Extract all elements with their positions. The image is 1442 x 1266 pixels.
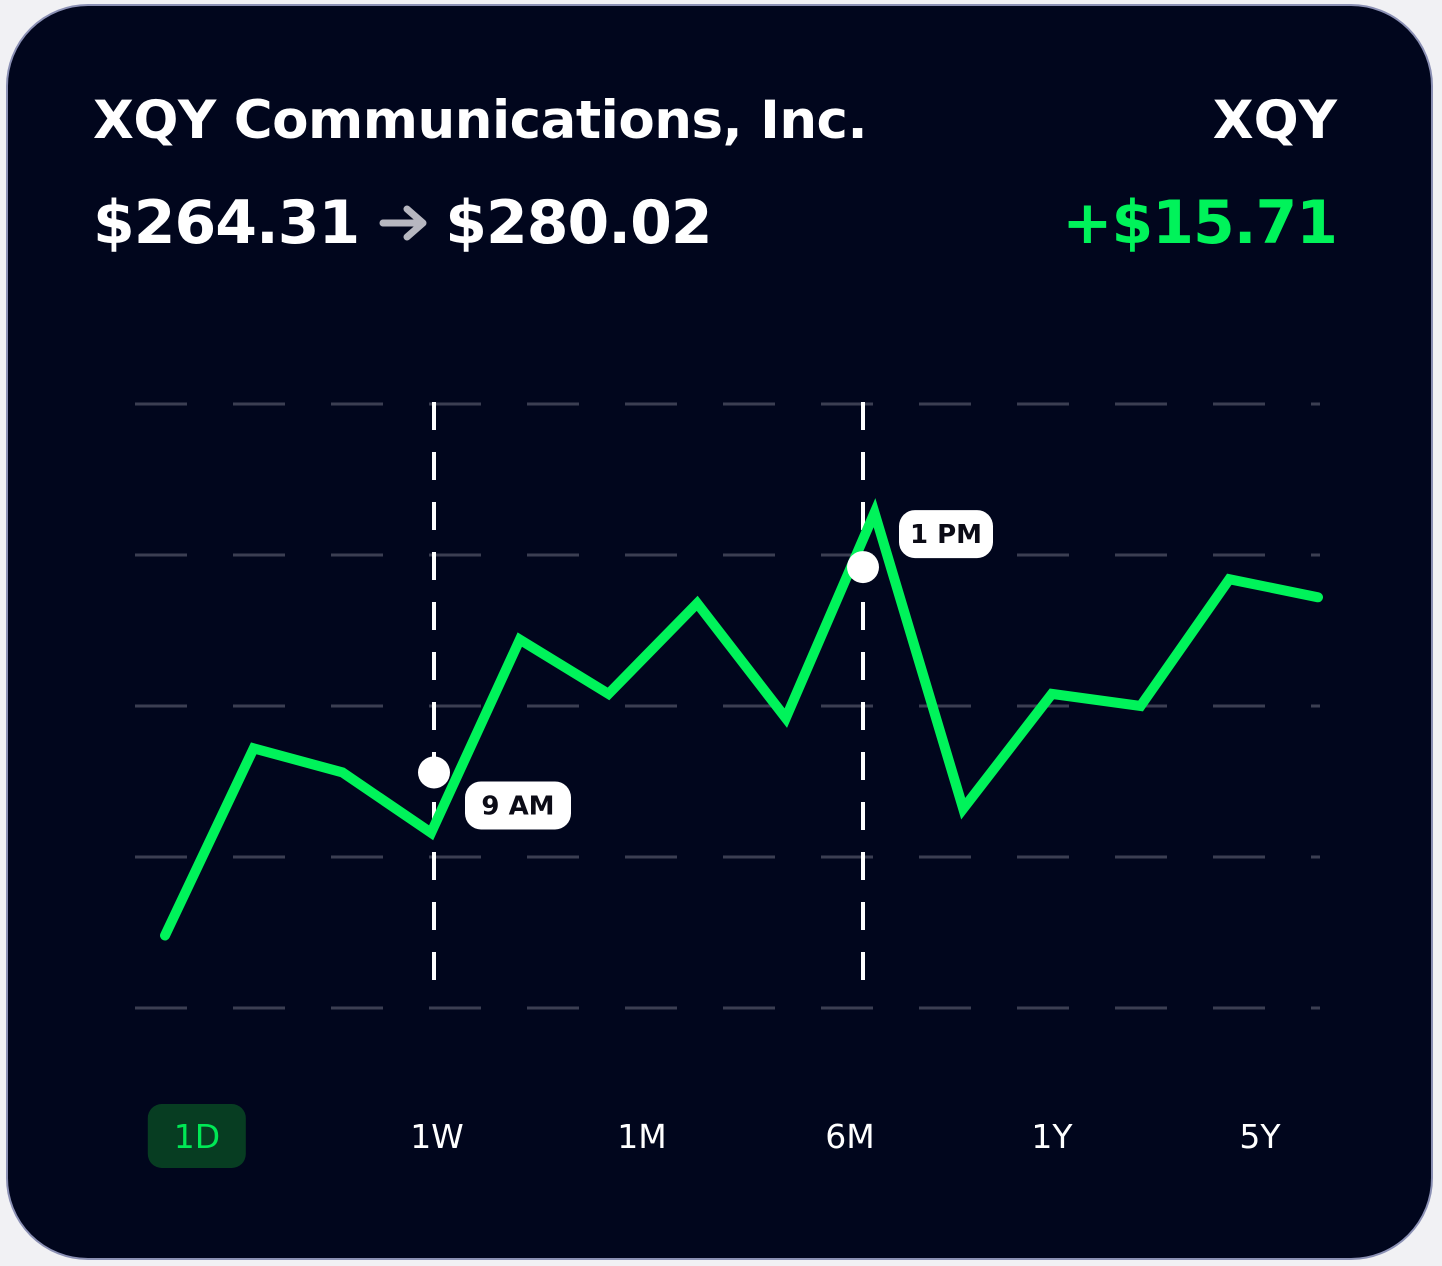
marker-1pm[interactable]: 1 PM (847, 510, 993, 584)
price-from: $264.31 (93, 188, 360, 258)
chart-series-line (160, 498, 1323, 941)
arrow-right-icon (379, 188, 431, 258)
chart-gridlines (135, 402, 1320, 1010)
range-tab-1d[interactable]: 1D (147, 1104, 247, 1168)
price-to: $280.02 (445, 188, 712, 258)
marker-label: 1 PM (910, 520, 982, 550)
price-chart: 9 AM 1 PM (135, 402, 1323, 1010)
range-tab-1m[interactable]: 1M (617, 1116, 667, 1156)
price-range: $264.31 $280.02 (93, 188, 713, 258)
price-change: +$15.71 (1062, 188, 1338, 258)
marker-label-pill (465, 781, 571, 830)
marker-9am[interactable]: 9 AM (418, 756, 571, 830)
marker-label-pill (899, 510, 993, 559)
ticker-symbol: XQY (1212, 90, 1337, 151)
range-tab-6m[interactable]: 6M (825, 1116, 875, 1156)
range-tab-1y[interactable]: 1Y (1031, 1116, 1073, 1156)
marker-dot (418, 756, 450, 789)
chart-marker-lines (432, 402, 865, 1002)
stock-card: XQY Communications, Inc. XQY $264.31 $28… (6, 4, 1433, 1260)
time-range-selector: 1D 1W 1M 6M 1Y 5Y (8, 1104, 1431, 1168)
marker-label: 9 AM (481, 791, 554, 821)
company-name: XQY Communications, Inc. (93, 90, 868, 151)
marker-dot (847, 551, 879, 584)
range-tab-1w[interactable]: 1W (410, 1116, 464, 1156)
range-tab-5y[interactable]: 5Y (1239, 1116, 1281, 1156)
